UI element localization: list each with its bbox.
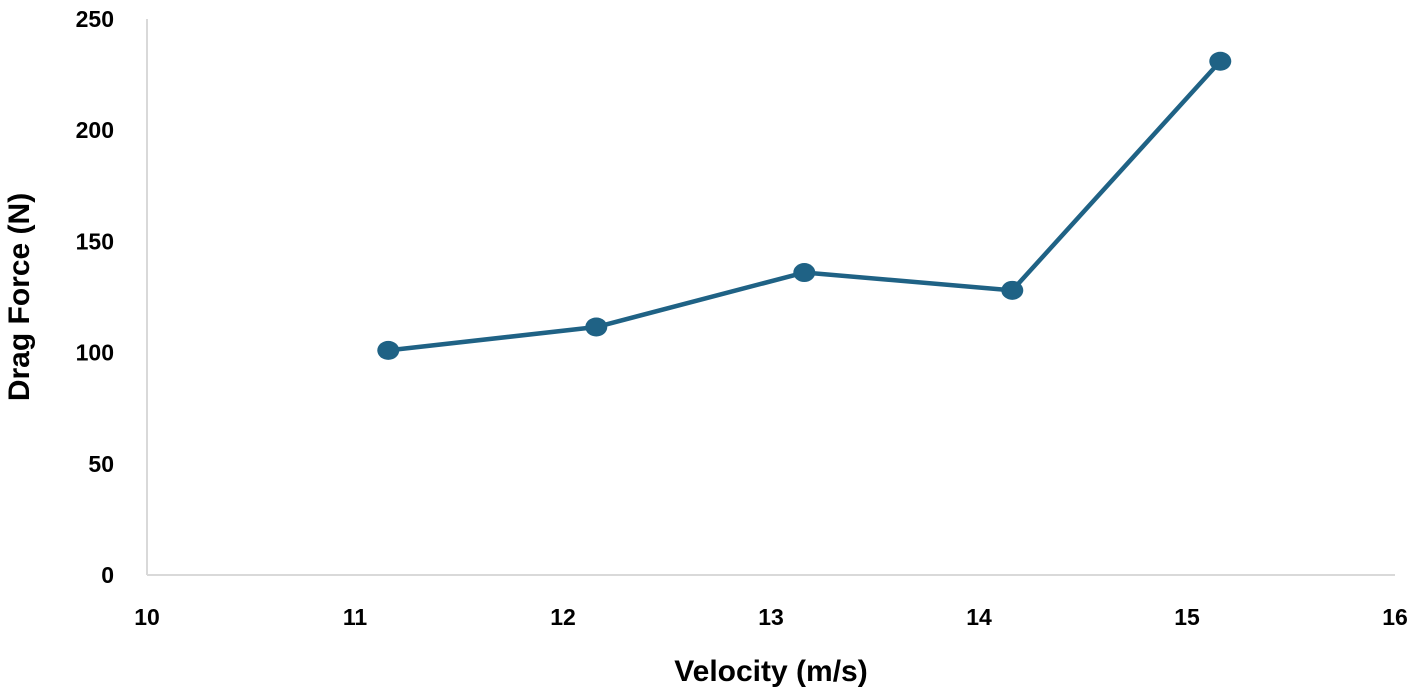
data-point bbox=[585, 317, 608, 337]
series-layer bbox=[377, 51, 1232, 360]
y-tick-label: 200 bbox=[76, 117, 114, 143]
x-tick-label: 10 bbox=[134, 604, 160, 630]
x-tick-label: 15 bbox=[1174, 604, 1200, 630]
data-point bbox=[377, 340, 400, 360]
x-tick-label: 12 bbox=[550, 604, 576, 630]
y-tick-label: 0 bbox=[101, 562, 114, 588]
y-tick-label: 100 bbox=[76, 340, 114, 366]
x-axis-title: Velocity (m/s) bbox=[674, 655, 867, 688]
axes bbox=[146, 19, 1395, 576]
x-tick-label: 13 bbox=[758, 604, 784, 630]
series-line bbox=[386, 59, 1223, 353]
y-tick-labels: 0 50 100 150 200 250 bbox=[76, 6, 114, 588]
x-tick-label: 14 bbox=[966, 604, 992, 630]
y-tick-label: 50 bbox=[88, 451, 114, 477]
x-tick-label: 16 bbox=[1382, 604, 1408, 630]
x-tick-labels: 10 11 12 13 14 15 16 bbox=[134, 604, 1408, 630]
x-tick-label: 11 bbox=[343, 604, 368, 630]
data-point bbox=[1001, 280, 1024, 300]
y-tick-label: 250 bbox=[76, 6, 114, 32]
y-tick-label: 150 bbox=[76, 228, 114, 254]
y-axis-title: Drag Force (N) bbox=[3, 193, 36, 401]
data-point bbox=[793, 263, 816, 283]
data-point bbox=[1209, 51, 1232, 71]
